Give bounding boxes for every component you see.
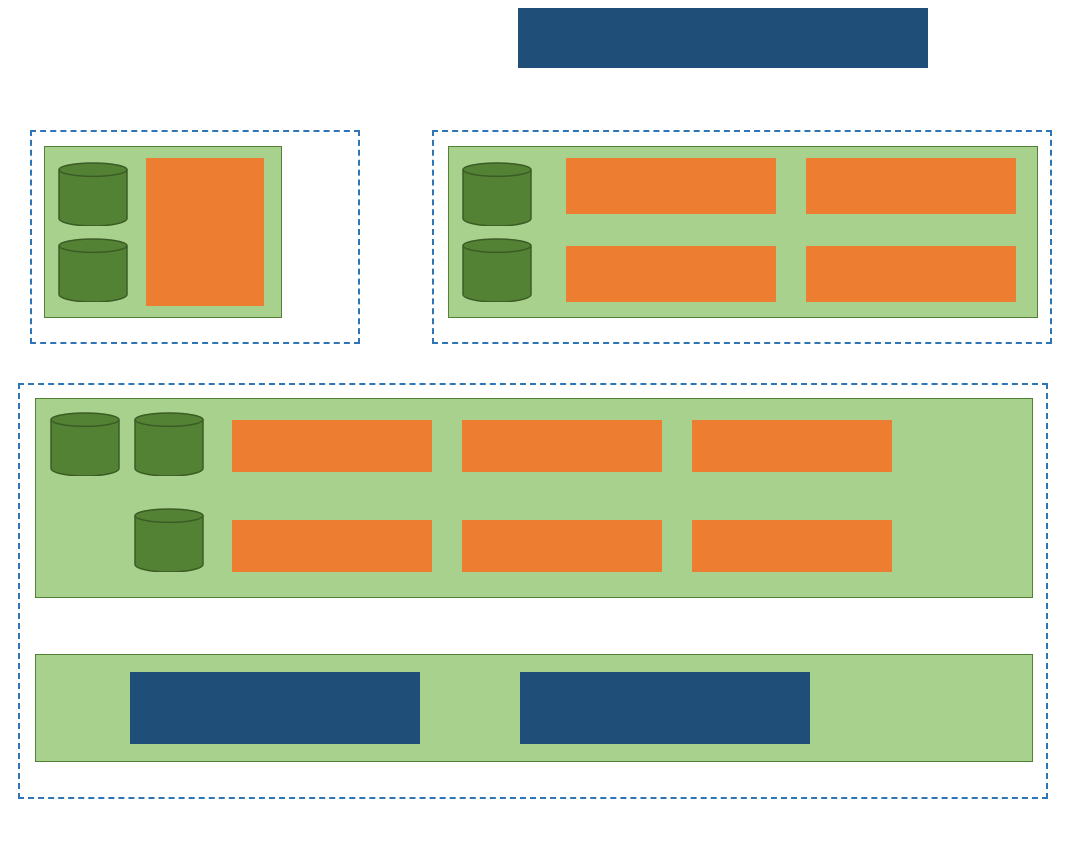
right-cylinder-1 (462, 238, 532, 302)
lower-blue-block-0 (130, 672, 420, 744)
upper-cylinder-1 (134, 412, 204, 476)
lower-blue-block-1 (520, 672, 810, 744)
right-orange-block-2 (566, 246, 776, 302)
upper-orange-block-0 (232, 420, 432, 472)
upper-orange-block-5 (692, 520, 892, 572)
upper-cylinder-2 (134, 508, 204, 572)
left-cylinder-0 (58, 162, 128, 226)
upper-orange-block-4 (462, 520, 662, 572)
right-cylinder-0 (462, 162, 532, 226)
right-orange-block-1 (806, 158, 1016, 214)
upper-orange-block-1 (462, 420, 662, 472)
upper-cylinder-0 (50, 412, 120, 476)
upper-orange-block-2 (692, 420, 892, 472)
upper-side-label (923, 398, 1033, 598)
upper-orange-block-3 (232, 520, 432, 572)
right-orange-block-3 (806, 246, 1016, 302)
top-client-block (518, 8, 928, 68)
lower-side-label (883, 654, 1033, 762)
right-orange-block-0 (566, 158, 776, 214)
left-orange-block (146, 158, 264, 306)
left-cylinder-1 (58, 238, 128, 302)
